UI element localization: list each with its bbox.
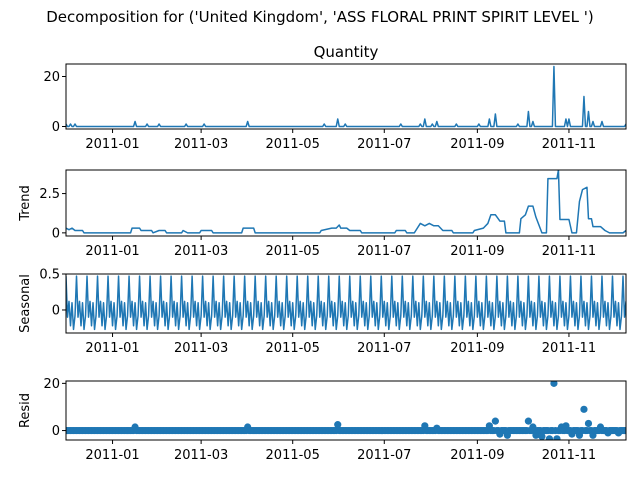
axes-frame	[65, 273, 627, 334]
y-tick-label: 0	[52, 226, 60, 241]
x-tick-label: 2011-01	[85, 137, 139, 152]
x-tick-label: 2011-07	[357, 341, 411, 356]
x-tick-label: 2011-01	[85, 341, 139, 356]
x-tick-label: 2011-11	[542, 137, 596, 152]
x-tick-label: 2011-11	[542, 244, 596, 259]
y-tick-label: 0.5	[39, 268, 60, 283]
resid-point	[538, 432, 546, 440]
y-tick-label: 0	[52, 120, 60, 135]
resid-point	[584, 419, 593, 428]
x-tick-label: 2011-05	[266, 341, 320, 356]
x-tick-label: 2011-09	[450, 244, 504, 259]
panel-3: 0 0.5 2011-01 2011-03 2011-05 2011-07 2011-09 2…	[18, 268, 627, 356]
panel-title: Quantity	[314, 43, 379, 61]
axes-frame	[65, 380, 627, 441]
panel-4: 0 20 2011-01 2011-03 2011-05 2011-07 2011-09 20…	[18, 377, 627, 463]
x-tick-label: 2011-01	[85, 448, 139, 463]
x-tick-label: 2011-11	[542, 341, 596, 356]
x-tick-label: 2011-03	[174, 448, 228, 463]
axes-frame	[65, 169, 627, 237]
figure-title: Decomposition for ('United Kingdom', 'AS…	[46, 8, 594, 26]
y-tick-label: 0	[52, 303, 60, 318]
x-tick-label: 2011-09	[450, 341, 504, 356]
resid-point	[580, 405, 588, 413]
y-axis-label: Trend	[18, 185, 33, 222]
x-tick-label: 2011-05	[266, 244, 320, 259]
seasonal-line	[66, 275, 626, 331]
panel-2: 0 2.5 2011-01 2011-03 2011-05 2011-07 2011-09 2…	[18, 169, 627, 259]
x-tick-label: 2011-05	[266, 448, 320, 463]
y-axis-label: Seasonal	[18, 274, 33, 333]
x-tick-label: 2011-03	[174, 341, 228, 356]
y-tick-label: 2.5	[39, 187, 60, 202]
x-tick-label: 2011-05	[266, 137, 320, 152]
resid-point	[334, 421, 342, 429]
x-tick-label: 2011-07	[357, 448, 411, 463]
y-axis-label: Resid	[18, 393, 33, 428]
trend-line	[66, 170, 626, 234]
x-tick-label: 2011-03	[174, 137, 228, 152]
x-tick-label: 2011-07	[357, 137, 411, 152]
y-tick-label: 20	[43, 377, 60, 392]
x-tick-label: 2011-07	[357, 244, 411, 259]
x-tick-label: 2011-11	[542, 448, 596, 463]
y-tick-label: 0	[52, 424, 60, 439]
plot-area	[66, 170, 626, 234]
x-tick-label: 2011-09	[450, 137, 504, 152]
axes-frame	[65, 63, 627, 130]
x-tick-label: 2011-01	[85, 244, 139, 259]
plot-area	[66, 275, 626, 331]
resid-point	[553, 435, 561, 440]
plot-area	[66, 381, 626, 440]
resid-point	[550, 381, 558, 387]
plot-area	[66, 65, 626, 128]
x-tick-label: 2011-09	[450, 448, 504, 463]
quantity-line	[66, 65, 626, 128]
resid-point	[491, 417, 499, 425]
panel-1: 0 20 2011-01 2011-03 2011-05 2011-07 2011-09 20…	[43, 43, 627, 152]
y-tick-label: 20	[43, 70, 60, 85]
x-tick-label: 2011-03	[174, 244, 228, 259]
resid-point	[524, 417, 533, 425]
panels: 0 20 2011-01 2011-03 2011-05 2011-07 2011-09 20…	[18, 43, 627, 463]
resid-point	[622, 426, 626, 435]
resid-point	[545, 435, 554, 440]
